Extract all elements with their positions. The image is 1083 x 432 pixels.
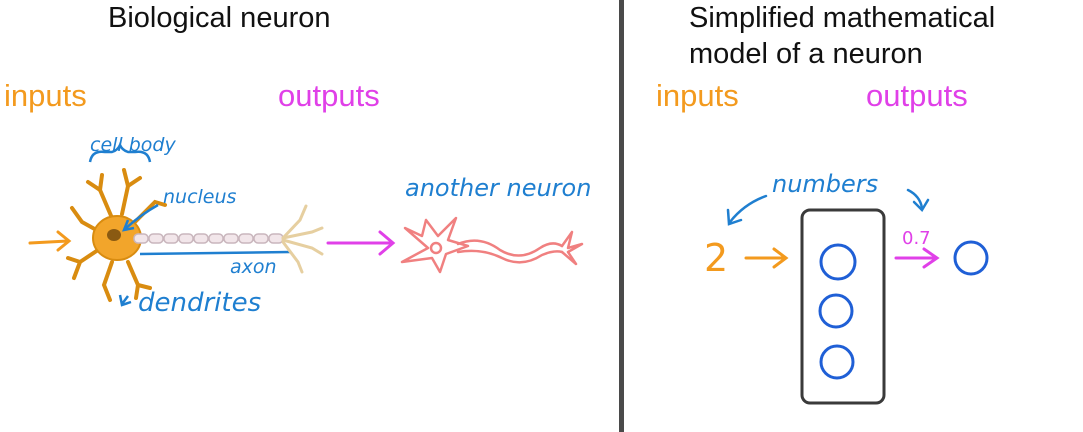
- cell-body-label: cell body: [90, 134, 176, 156]
- neuron-unit-1: [819, 243, 857, 281]
- biological-neuron-drawing: [28, 141, 584, 307]
- mathematical-model-title-line2: model of a neuron: [689, 38, 923, 70]
- output-value: 0.7: [902, 228, 931, 249]
- numbers-left-arrow: [726, 194, 768, 226]
- outputs-label: outputs: [278, 78, 380, 113]
- another-neuron-label: another neuron: [405, 174, 592, 202]
- cell-body-bracket: [88, 141, 152, 163]
- nucleus-label: nucleus: [163, 186, 237, 208]
- axon-drawing: [133, 233, 284, 244]
- mathematical-neuron-drawing: [726, 188, 989, 405]
- model-outputs-label: outputs: [866, 78, 968, 113]
- biological-neuron-title: Biological neuron: [108, 2, 331, 34]
- another-neuron-drawing: [400, 216, 584, 274]
- biological-neuron-panel: Biological neuron inputs outputs: [4, 2, 592, 318]
- neuron-unit-2: [818, 293, 854, 329]
- dendrites-label: dendrites: [138, 288, 262, 318]
- output-arrow: [326, 230, 396, 256]
- neuron-box: [800, 208, 886, 405]
- dendrites-arrow: [118, 294, 132, 307]
- nucleus-arrow: [121, 203, 159, 232]
- model-output-arrow: [894, 247, 940, 269]
- model-inputs-label: inputs: [656, 78, 739, 113]
- nucleus-drawing: [107, 229, 121, 241]
- model-input-arrow: [744, 247, 789, 269]
- output-unit: [953, 240, 989, 276]
- dendrites-drawing: [66, 168, 167, 302]
- input-arrow: [28, 230, 72, 252]
- mathematical-model-title-line1: Simplified mathematical: [689, 2, 996, 34]
- mathematical-neuron-panel: Simplified mathematical model of a neuro…: [626, 0, 1083, 432]
- numbers-right-arrow: [906, 188, 930, 213]
- inputs-label: inputs: [4, 78, 87, 113]
- axon-underline: [139, 250, 291, 256]
- axon-label: axon: [230, 256, 277, 278]
- axon-terminal-drawing: [281, 204, 324, 274]
- input-value: 2: [704, 236, 729, 280]
- neuron-unit-3: [819, 344, 855, 380]
- numbers-label: numbers: [772, 170, 879, 198]
- panel-divider: [619, 0, 624, 432]
